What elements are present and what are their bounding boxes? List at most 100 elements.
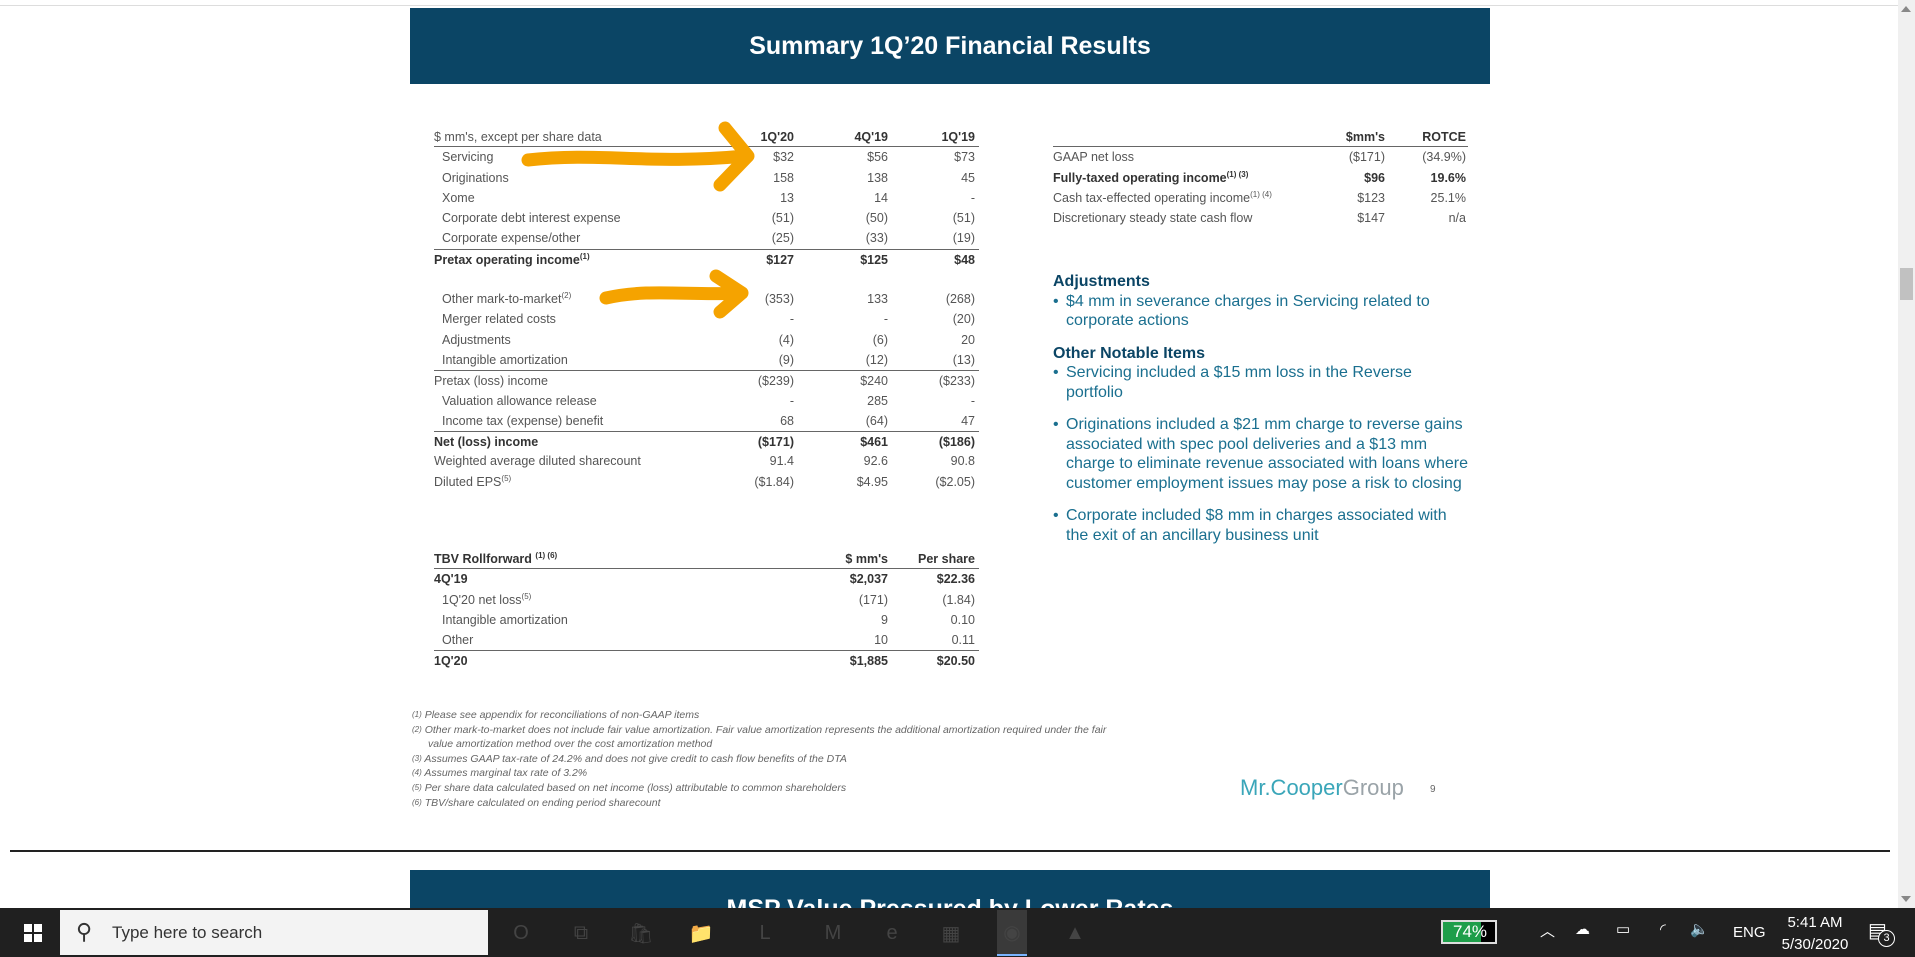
task-view-icon[interactable]: ⧉: [573, 921, 589, 944]
row-label: Pretax (loss) income: [434, 371, 548, 391]
taskbar-search-input[interactable]: ⚲ Type here to search: [60, 910, 488, 955]
footnote: (5) Per share data calculated based on n…: [412, 781, 1106, 796]
row-label: Valuation allowance release: [442, 391, 597, 411]
cell-value: 45: [961, 170, 975, 185]
mcafee-icon[interactable]: M: [824, 921, 842, 944]
footnote-text: Assumes GAAP tax-rate of 24.2% and does …: [424, 752, 847, 765]
cell-value: 25.1%: [1430, 190, 1466, 205]
notable-bullet: Originations included a $21 mm charge to…: [1053, 415, 1473, 493]
clock-time: 5:41 AM: [1787, 914, 1843, 931]
cell-value: ($2.05): [935, 474, 975, 489]
windows-start-icon[interactable]: [24, 924, 42, 942]
notes-panel: Adjustments $4 mm in severance charges i…: [1053, 272, 1473, 545]
cell-value: (50): [865, 211, 888, 226]
cell-value: -: [970, 393, 975, 408]
table-row: Fully-taxed operating income(1) (3) $96 19…: [1053, 168, 1468, 188]
file-explorer-icon[interactable]: 📁: [688, 922, 714, 945]
vertical-scrollbar[interactable]: [1898, 0, 1915, 908]
scroll-up-icon[interactable]: [1901, 6, 1911, 12]
table-row: Pretax operating income(1) $127 $125 $48: [434, 248, 979, 269]
store-icon[interactable]: 🛍: [628, 922, 654, 945]
wifi-icon[interactable]: ◜: [1660, 921, 1666, 938]
table-header: $mm's ROTCE: [1053, 127, 1468, 148]
row-label: Other mark-to-market(2): [442, 289, 571, 309]
language-indicator[interactable]: ENG: [1733, 924, 1766, 941]
cell-value: 10: [874, 633, 888, 648]
show-hidden-icons-icon[interactable]: ︿: [1540, 923, 1556, 940]
onedrive-icon[interactable]: ☁: [1575, 921, 1590, 938]
row-label: Weighted average diluted sharecount: [434, 451, 641, 471]
scroll-down-icon[interactable]: [1901, 896, 1911, 902]
row-label: Discretionary steady state cash flow: [1053, 208, 1252, 228]
footnote-text: Per share data calculated based on net i…: [424, 781, 847, 794]
footnote-text: Other mark-to-market does not include fa…: [424, 723, 1107, 736]
cortana-icon[interactable]: O: [513, 921, 529, 944]
table-row: Merger related costs - - (20): [434, 309, 979, 329]
row-label: Originations: [442, 168, 509, 188]
cell-value: 133: [867, 292, 888, 307]
row-label-text: Intangible amortization: [442, 612, 568, 627]
cell-value: 91.4: [769, 454, 794, 469]
cell-value: (34.9%): [1422, 150, 1466, 165]
table-row: Other mark-to-market(2) (353) 133 (268): [434, 289, 979, 309]
row-label: Cash tax-effected operating income(1) (4…: [1053, 188, 1272, 208]
battery-percent: 74%: [1453, 922, 1488, 941]
row-label-text: Fully-taxed operating income: [1053, 170, 1227, 185]
row-label-text: Xome: [442, 190, 475, 205]
header-label: TBV Rollforward (1) (6): [434, 549, 557, 569]
row-label-text: Diluted EPS: [434, 474, 502, 489]
photos-icon[interactable]: ▲: [1065, 921, 1085, 944]
row-label-text: Other: [442, 633, 474, 648]
scrollbar-thumb[interactable]: [1900, 268, 1913, 300]
notable-bullet: Corporate included $8 mm in charges asso…: [1053, 506, 1473, 545]
notification-center-icon[interactable]: ▤ 3: [1868, 918, 1895, 947]
table-row: Valuation allowance release - 285 -: [434, 391, 979, 411]
footnote-number: (2): [412, 724, 422, 734]
row-label: 1Q'20 net loss(5): [442, 590, 531, 610]
cell-value: -: [883, 312, 888, 327]
column-header: 4Q'19: [854, 130, 888, 144]
chrome-icon[interactable]: ◉: [997, 910, 1027, 956]
footnote-ref: (1) (3): [1226, 169, 1249, 179]
footnote-ref: (5): [501, 473, 512, 483]
row-label-text: Merger related costs: [442, 312, 556, 327]
annotation-arrows: [521, 121, 755, 319]
footnotes: (1) Please see appendix for reconciliati…: [412, 708, 1106, 810]
clock[interactable]: 5:41 AM 5/30/2020: [1780, 912, 1850, 956]
page-separator: [10, 850, 1890, 852]
row-label: 1Q'20: [434, 651, 468, 671]
cell-value: 13: [780, 190, 794, 205]
battery-indicator[interactable]: 74%: [1441, 920, 1497, 944]
cell-value: n/a: [1448, 211, 1466, 226]
row-label-text: GAAP net loss: [1053, 150, 1135, 165]
calculator-icon[interactable]: ▦: [941, 922, 961, 945]
battery-tray-icon[interactable]: ▭: [1616, 921, 1631, 938]
cell-value: (19): [952, 231, 975, 246]
row-label: Intangible amortization: [442, 350, 568, 370]
table-row: Adjustments (4) (6) 20: [434, 330, 979, 350]
cell-value: $240: [860, 374, 888, 389]
table-row: Servicing $32 $56 $73: [434, 147, 979, 167]
cell-value: 285: [867, 393, 888, 408]
volume-icon[interactable]: 🔈: [1690, 921, 1709, 938]
edge-icon[interactable]: e: [886, 921, 898, 944]
app-l-icon[interactable]: L: [759, 921, 771, 944]
cell-value: 20: [961, 332, 975, 347]
table-row: Cash tax-effected operating income(1) (4…: [1053, 188, 1468, 208]
cell-value: ($1.84): [754, 474, 794, 489]
annotation-arrow-mark-to-market: [599, 269, 749, 319]
cell-value: (6): [872, 332, 888, 347]
table-row: Weighted average diluted sharecount 91.4 9…: [434, 451, 979, 471]
mr-cooper-logo: Mr.CooperGroup: [1240, 775, 1404, 801]
cell-value: $96: [1364, 170, 1385, 185]
clock-date: 5/30/2020: [1781, 936, 1849, 953]
cell-value: 47: [961, 413, 975, 428]
cell-value: (9): [778, 352, 794, 367]
footnote: (1) Please see appendix for reconciliati…: [412, 708, 1106, 723]
page-number: 9: [1430, 784, 1436, 795]
row-label: Corporate expense/other: [442, 228, 580, 248]
row-label: Other: [442, 630, 473, 650]
cell-value: 138: [867, 170, 888, 185]
next-slide-title: MSP Value Pressured by Lower Rates: [410, 870, 1490, 908]
battery-fill: [1443, 922, 1482, 942]
